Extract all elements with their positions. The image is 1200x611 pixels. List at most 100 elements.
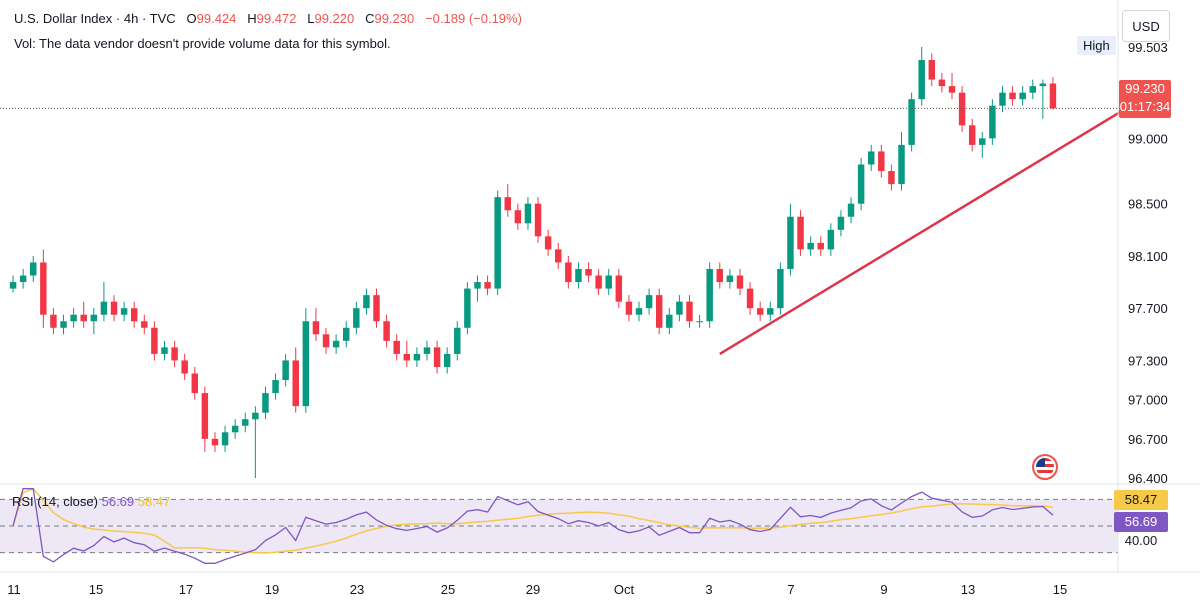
candle-body	[282, 360, 289, 381]
time-tick-label: 15	[1053, 582, 1067, 597]
candle-body	[565, 262, 572, 283]
candle-body	[292, 360, 299, 407]
candle-body	[918, 60, 925, 100]
price-tick-label: 96.700	[1128, 432, 1168, 447]
candle-body	[817, 242, 824, 250]
candle-body	[938, 79, 946, 87]
currency-button[interactable]: USD	[1122, 10, 1170, 42]
change-value: −0.189 (−0.19%)	[425, 11, 522, 26]
candle-body	[736, 275, 744, 289]
candle-body	[363, 295, 370, 309]
candle-body	[767, 308, 774, 315]
candle-body	[504, 197, 511, 211]
symbol-header: U.S. Dollar Index · 4h · TVC O99.424 H99…	[14, 11, 522, 26]
rsi-ma-legend-value: 58.47	[137, 494, 171, 509]
candle-body	[645, 295, 653, 309]
candle-body	[847, 203, 855, 217]
candle-body	[141, 321, 148, 328]
time-tick-label: 9	[880, 582, 887, 597]
candle-body	[666, 314, 673, 328]
candle-body	[837, 216, 845, 230]
candle-body	[807, 242, 814, 250]
rsi-value-tag: 56.69	[1114, 512, 1168, 532]
candle-body	[403, 353, 411, 361]
candle-body	[989, 105, 996, 139]
candle-body	[1039, 83, 1047, 87]
interval-label[interactable]: 4h	[123, 11, 139, 26]
close-key: C	[365, 11, 375, 26]
time-tick-label: 15	[89, 582, 103, 597]
candles-layer	[9, 46, 1057, 478]
rsi-ma-tag: 58.47	[1114, 490, 1168, 510]
candle-body	[383, 321, 390, 341]
candle-body	[1049, 83, 1057, 109]
rsi-level-40: 40.00	[1124, 533, 1158, 548]
time-tick-label: 13	[961, 582, 975, 597]
candle-body	[393, 340, 400, 354]
candle-body	[585, 269, 592, 276]
price-tick-label: 97.000	[1128, 393, 1168, 408]
candle-body	[534, 203, 542, 237]
candle-body	[302, 321, 310, 407]
candle-body	[878, 151, 885, 172]
candle-body	[948, 86, 956, 93]
candle-body	[191, 373, 199, 394]
candle-body	[797, 216, 804, 250]
candle-body	[787, 216, 794, 269]
candle-body	[120, 308, 128, 315]
candle-body	[221, 432, 229, 446]
candle-body	[464, 288, 471, 328]
candle-body	[928, 60, 936, 80]
candle-body	[231, 425, 239, 433]
rsi-line	[12, 488, 1054, 564]
candle-body	[615, 275, 623, 302]
candle-body	[494, 197, 501, 289]
price-tick-label: 96.400	[1128, 471, 1168, 486]
candle-body	[50, 314, 57, 328]
rsi-ma-line	[12, 487, 1054, 554]
candle-body	[252, 412, 259, 420]
candle-body	[413, 353, 421, 361]
low-value: 99.220	[314, 11, 355, 26]
time-tick-label: 11	[7, 582, 21, 597]
price-tick-label: 97.700	[1128, 301, 1168, 316]
time-tick-label: 17	[179, 582, 193, 597]
candle-body	[908, 99, 915, 145]
high-value: 99.472	[256, 11, 297, 26]
candle-body	[90, 314, 98, 322]
candle-body	[635, 308, 643, 315]
candle-body	[827, 229, 835, 250]
symbol-name[interactable]: U.S. Dollar Index	[14, 11, 113, 26]
candle-body	[433, 347, 441, 367]
candle-body	[171, 347, 178, 361]
candle-body	[322, 334, 330, 348]
candle-body	[242, 419, 249, 426]
candle-body	[474, 282, 481, 289]
candle-body	[373, 295, 380, 322]
candle-body	[555, 249, 562, 263]
candle-body	[595, 275, 602, 289]
rsi-legend[interactable]: RSI (14, close) 56.69 58.47	[12, 494, 170, 509]
candle-body	[110, 301, 118, 315]
time-tick-label: 25	[441, 582, 455, 597]
candle-body	[867, 151, 875, 165]
candle-body	[342, 327, 350, 341]
time-tick-label: 7	[787, 582, 794, 597]
us-flag-icon[interactable]	[1032, 454, 1058, 480]
candle-body	[443, 353, 451, 367]
candle-body	[100, 301, 108, 315]
candle-body	[130, 308, 138, 322]
candle-body	[262, 393, 269, 413]
rsi-pane	[0, 483, 1200, 564]
candle-body	[777, 269, 784, 309]
candle-body	[312, 321, 320, 335]
last-price: 99.230	[1125, 81, 1165, 96]
candle-body	[696, 321, 703, 323]
candle-body	[968, 125, 976, 145]
candle-body	[181, 360, 188, 374]
trend-line[interactable]	[719, 81, 1170, 355]
time-tick-label: 29	[526, 582, 540, 597]
candle-body	[756, 308, 764, 315]
price-tick-label: 98.100	[1128, 249, 1168, 264]
